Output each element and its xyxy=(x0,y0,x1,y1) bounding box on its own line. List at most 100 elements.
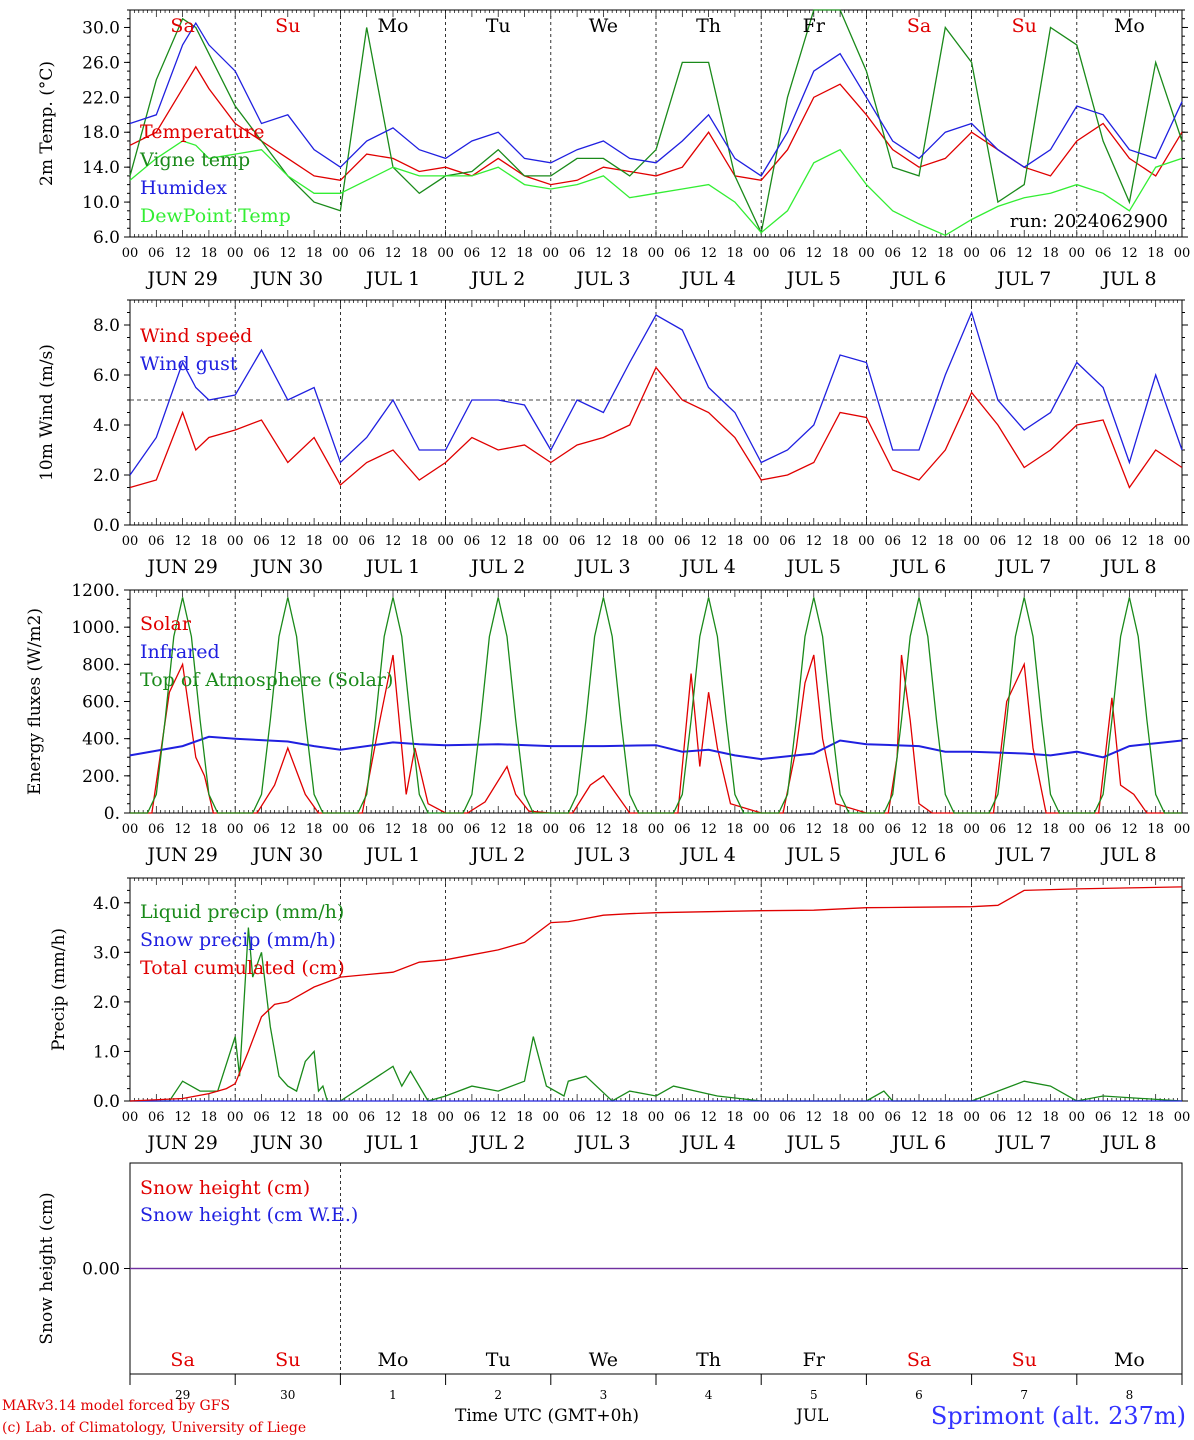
hour-label: 00 xyxy=(1174,534,1191,549)
date-label: JUL 4 xyxy=(679,844,735,866)
hour-label: 18 xyxy=(201,246,218,261)
panel-4 xyxy=(124,877,1188,1102)
hour-label: 06 xyxy=(1095,246,1112,261)
day-number: 30 xyxy=(280,1388,295,1402)
hour-label: 18 xyxy=(727,1110,744,1125)
day-abbr: Sa xyxy=(170,1349,194,1371)
hour-label: 18 xyxy=(1147,1110,1164,1125)
hour-label: 00 xyxy=(122,534,139,549)
date-label: JUN 30 xyxy=(251,556,323,578)
hour-label: 00 xyxy=(227,822,244,837)
hour-label: 00 xyxy=(753,246,770,261)
hour-label: 18 xyxy=(937,534,954,549)
hour-label: 06 xyxy=(779,534,796,549)
date-label: JUL 3 xyxy=(574,268,630,290)
y-axis-label: Precip (mm/h) xyxy=(49,928,69,1051)
hour-label: 12 xyxy=(385,822,402,837)
y-tick-label: 4.0 xyxy=(93,416,120,436)
date-label: JUL 3 xyxy=(574,844,630,866)
hour-label: 00 xyxy=(543,534,560,549)
hour-label: 12 xyxy=(280,1110,297,1125)
hour-label: 18 xyxy=(621,246,638,261)
day-abbr: Fr xyxy=(803,15,826,37)
hour-label: 12 xyxy=(1016,1110,1033,1125)
series-line-infrared xyxy=(129,735,1183,761)
legend-entry: Wind speed xyxy=(140,325,252,347)
date-label: JUL 8 xyxy=(1100,556,1156,578)
date-label: JUL 2 xyxy=(469,268,525,290)
hour-label: 18 xyxy=(411,822,428,837)
hour-label: 00 xyxy=(227,534,244,549)
hour-label: 18 xyxy=(1042,246,1059,261)
hour-label: 00 xyxy=(963,534,980,549)
hour-label: 00 xyxy=(1174,822,1191,837)
hour-label: 12 xyxy=(911,246,928,261)
hour-label: 06 xyxy=(358,246,375,261)
hour-label: 00 xyxy=(1174,1110,1191,1125)
hour-label: 12 xyxy=(280,822,297,837)
hour-label: 18 xyxy=(306,534,323,549)
date-label: JUL 6 xyxy=(890,844,946,866)
hour-label: 00 xyxy=(122,246,139,261)
y-tick-label: 26.0 xyxy=(82,53,120,73)
y-tick-label: 0.00 xyxy=(82,1260,120,1280)
series-line-top-of-atmosphere-solar- xyxy=(130,597,1182,814)
legend-entry: Top of Atmosphere (Solar) xyxy=(140,669,393,691)
day-number: 8 xyxy=(1126,1388,1134,1402)
legend-entry: Snow height (cm) xyxy=(140,1177,310,1199)
y-tick-label: 3.0 xyxy=(93,943,120,963)
hour-label: 12 xyxy=(700,822,717,837)
hour-label: 18 xyxy=(516,534,533,549)
date-label: JUL 7 xyxy=(995,844,1051,866)
hour-label: 00 xyxy=(648,246,665,261)
hour-label: 06 xyxy=(674,822,691,837)
day-abbr: Su xyxy=(1012,15,1037,37)
run-annotation: run: 2024062900 xyxy=(1010,211,1168,232)
hour-label: 12 xyxy=(280,246,297,261)
hour-label: 06 xyxy=(253,534,270,549)
hour-label: 12 xyxy=(595,534,612,549)
hour-label: 06 xyxy=(674,1110,691,1125)
hour-label: 12 xyxy=(490,534,507,549)
hour-label: 18 xyxy=(621,534,638,549)
hour-label: 12 xyxy=(174,822,191,837)
hour-label: 12 xyxy=(1016,246,1033,261)
date-label: JUL 1 xyxy=(364,844,420,866)
hour-label: 12 xyxy=(806,246,823,261)
hour-label: 18 xyxy=(1042,534,1059,549)
legend-entry: Vigne temp xyxy=(139,149,250,171)
hour-label: 12 xyxy=(806,534,823,549)
hour-label: 00 xyxy=(332,822,349,837)
hour-label: 06 xyxy=(358,534,375,549)
date-label: JUL 3 xyxy=(574,556,630,578)
series-line-humidex xyxy=(129,21,1183,177)
hour-label: 00 xyxy=(753,534,770,549)
hour-label: 00 xyxy=(858,534,875,549)
day-abbr: Mo xyxy=(378,1349,409,1371)
hour-label: 06 xyxy=(569,246,586,261)
date-label: JUL 7 xyxy=(995,1132,1051,1154)
hour-label: 00 xyxy=(1069,534,1086,549)
hour-label: 00 xyxy=(437,534,454,549)
y-tick-label: 22.0 xyxy=(82,88,120,108)
date-label: JUL 6 xyxy=(890,556,946,578)
date-label: JUL 3 xyxy=(574,1132,630,1154)
hour-label: 06 xyxy=(148,1110,165,1125)
hour-label: 18 xyxy=(516,1110,533,1125)
hour-label: 00 xyxy=(543,246,560,261)
hour-label: 06 xyxy=(464,246,481,261)
hour-label: 12 xyxy=(595,1110,612,1125)
hour-label: 12 xyxy=(385,246,402,261)
hour-label: 18 xyxy=(306,822,323,837)
time-axis-label: Time UTC (GMT+0h) xyxy=(455,1406,640,1426)
y-tick-label: 800. xyxy=(82,655,120,675)
date-label: JUL 5 xyxy=(785,268,841,290)
y-tick-label: 0.0 xyxy=(93,1092,120,1112)
hour-label: 00 xyxy=(122,822,139,837)
day-number: 1 xyxy=(389,1388,397,1402)
hour-label: 00 xyxy=(858,822,875,837)
hour-label: 06 xyxy=(253,246,270,261)
hour-label: 12 xyxy=(1121,246,1138,261)
hour-label: 06 xyxy=(1095,822,1112,837)
hour-label: 00 xyxy=(1069,1110,1086,1125)
